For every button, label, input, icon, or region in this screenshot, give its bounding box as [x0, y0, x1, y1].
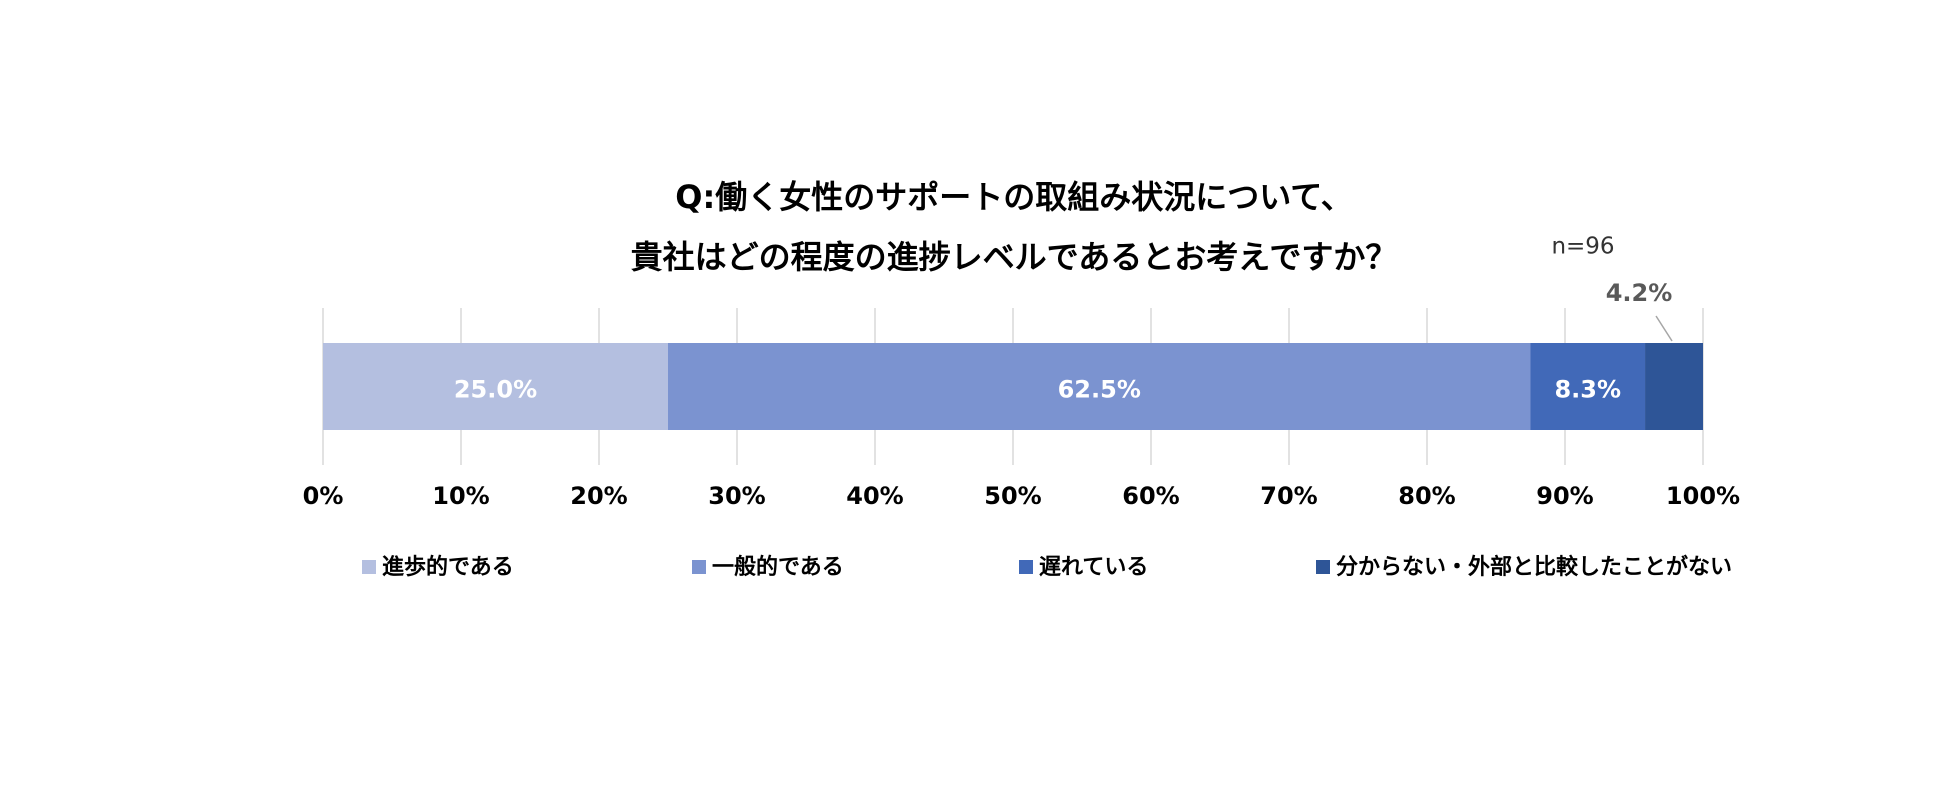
x-tick-label: 60%	[1122, 482, 1179, 510]
legend-label: 進歩的である	[382, 554, 514, 580]
data-label: 62.5%	[1058, 376, 1141, 404]
bar-segment	[668, 343, 1531, 430]
legend-label: 遅れている	[1039, 555, 1148, 580]
bar-segment	[1530, 343, 1646, 430]
x-tick-label: 40%	[846, 482, 903, 510]
sample-size-note: n=96	[1551, 234, 1614, 260]
data-label: 8.3%	[1554, 376, 1621, 404]
legend-swatch	[362, 560, 376, 574]
chart-title: 貴社はどの程度の進捗レベルであるとお考えですか？	[631, 238, 1398, 276]
legend-swatch	[692, 560, 706, 574]
x-tick-label: 70%	[1260, 482, 1317, 510]
leader-line	[1655, 315, 1673, 342]
x-tick-label: 10%	[432, 482, 489, 510]
legend-label: 一般的である	[712, 554, 844, 580]
x-tick-label: 100%	[1666, 482, 1740, 510]
x-tick-label: 90%	[1536, 482, 1593, 510]
data-label: 4.2%	[1606, 279, 1673, 307]
legend-label: 分からない・外部と比較したことがない	[1336, 554, 1732, 580]
x-tick-label: 0%	[303, 482, 344, 510]
legend-swatch	[1019, 560, 1033, 574]
x-tick-label: 50%	[984, 482, 1041, 510]
x-tick-label: 20%	[570, 482, 627, 510]
legend-swatch	[1316, 560, 1330, 574]
x-tick-label: 30%	[708, 482, 765, 510]
bar-segment	[1645, 343, 1703, 430]
data-label: 25.0%	[454, 376, 537, 404]
chart-title: Q:働く女性のサポートの取組み状況について、	[675, 178, 1352, 216]
x-tick-label: 80%	[1398, 482, 1455, 510]
bar-segment	[323, 343, 668, 430]
